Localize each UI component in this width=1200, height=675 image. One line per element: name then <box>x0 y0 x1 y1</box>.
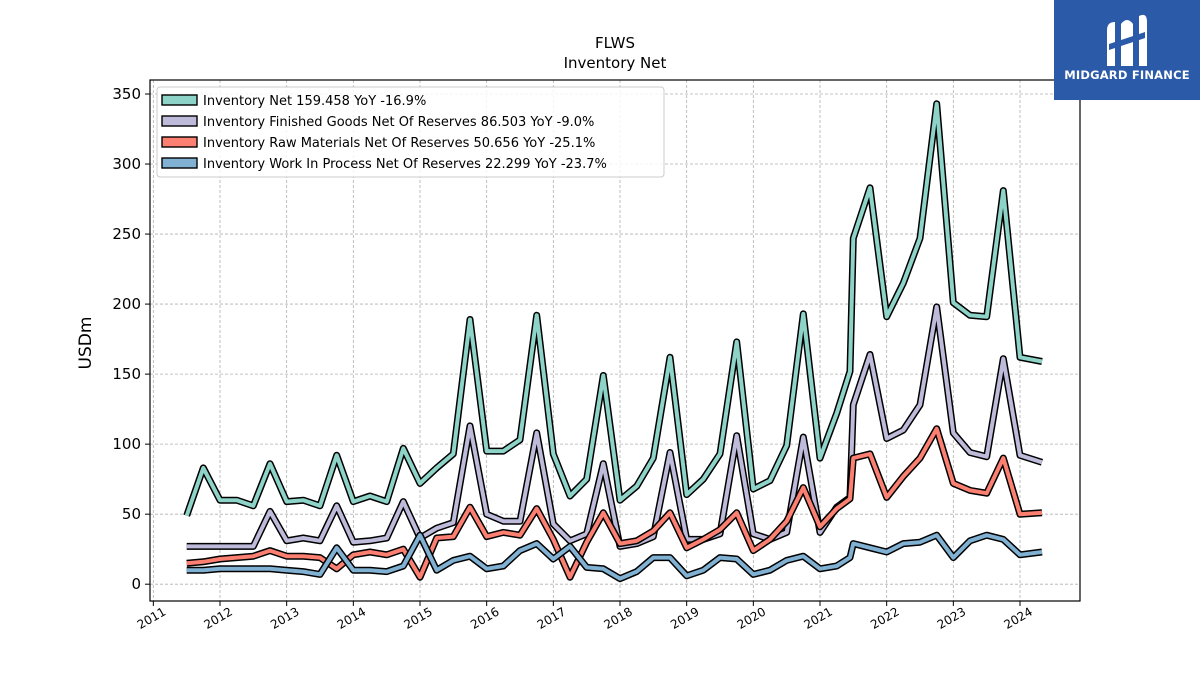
legend-box <box>156 86 665 178</box>
series-line <box>186 304 1043 549</box>
x-tick-label: 2018 <box>601 605 634 632</box>
x-tick-label: 2020 <box>735 605 768 632</box>
y-tick-label: 200 <box>112 295 141 313</box>
x-tick-label: 2016 <box>468 605 501 632</box>
series-line <box>186 533 1043 581</box>
y-tick-label: 300 <box>112 155 141 173</box>
legend-entry-label: Inventory Raw Materials Net Of Reserves … <box>203 136 595 151</box>
series-lines <box>183 100 1044 583</box>
legend-entry-label: Inventory Finished Goods Net Of Reserves… <box>203 115 594 130</box>
y-tick-label: 0 <box>131 575 141 593</box>
legend: Inventory Net 159.458 YoY -16.9% Inventor… <box>156 86 665 178</box>
legend-swatch <box>161 157 198 169</box>
y-tick-label: 250 <box>112 225 141 243</box>
legend-swatch <box>161 115 198 127</box>
y-axis-label: USDm <box>76 317 96 370</box>
x-tick-label: 2014 <box>335 605 368 632</box>
x-tick-label: 2012 <box>201 605 234 632</box>
midgard-m-logo-icon <box>1107 14 1147 66</box>
logo-text: MIDGARD FINANCE <box>1064 68 1190 82</box>
legend-swatch <box>161 136 198 148</box>
x-tick-label: 2022 <box>868 605 901 632</box>
chart-title: FLWS <box>595 34 635 52</box>
x-tick-label: 2011 <box>135 605 168 632</box>
series-line <box>186 426 1043 580</box>
x-tick-label: 2015 <box>401 605 434 632</box>
x-tick-label: 2021 <box>801 605 834 632</box>
y-tick-label: 150 <box>112 365 141 383</box>
x-tick-label: 2023 <box>935 605 968 632</box>
midgard-finance-logo: MIDGARD FINANCE <box>1054 0 1200 100</box>
y-tick-label: 350 <box>112 85 141 103</box>
series-line <box>184 101 1043 517</box>
legend-swatch <box>161 94 198 106</box>
legend-entry-label: Inventory Net 159.458 YoY -16.9% <box>203 94 426 109</box>
chart-subtitle: Inventory Net <box>564 54 667 72</box>
x-tick-label: 2019 <box>668 605 701 632</box>
x-tick-label: 2013 <box>268 605 301 632</box>
x-tick-label: 2017 <box>535 605 568 632</box>
legend-entry-label: Inventory Work In Process Net Of Reserve… <box>203 157 607 172</box>
y-tick-label: 50 <box>122 505 141 523</box>
x-tick-label: 2024 <box>1001 605 1034 632</box>
plot-frame <box>149 79 1081 602</box>
y-tick-label: 100 <box>112 435 141 453</box>
